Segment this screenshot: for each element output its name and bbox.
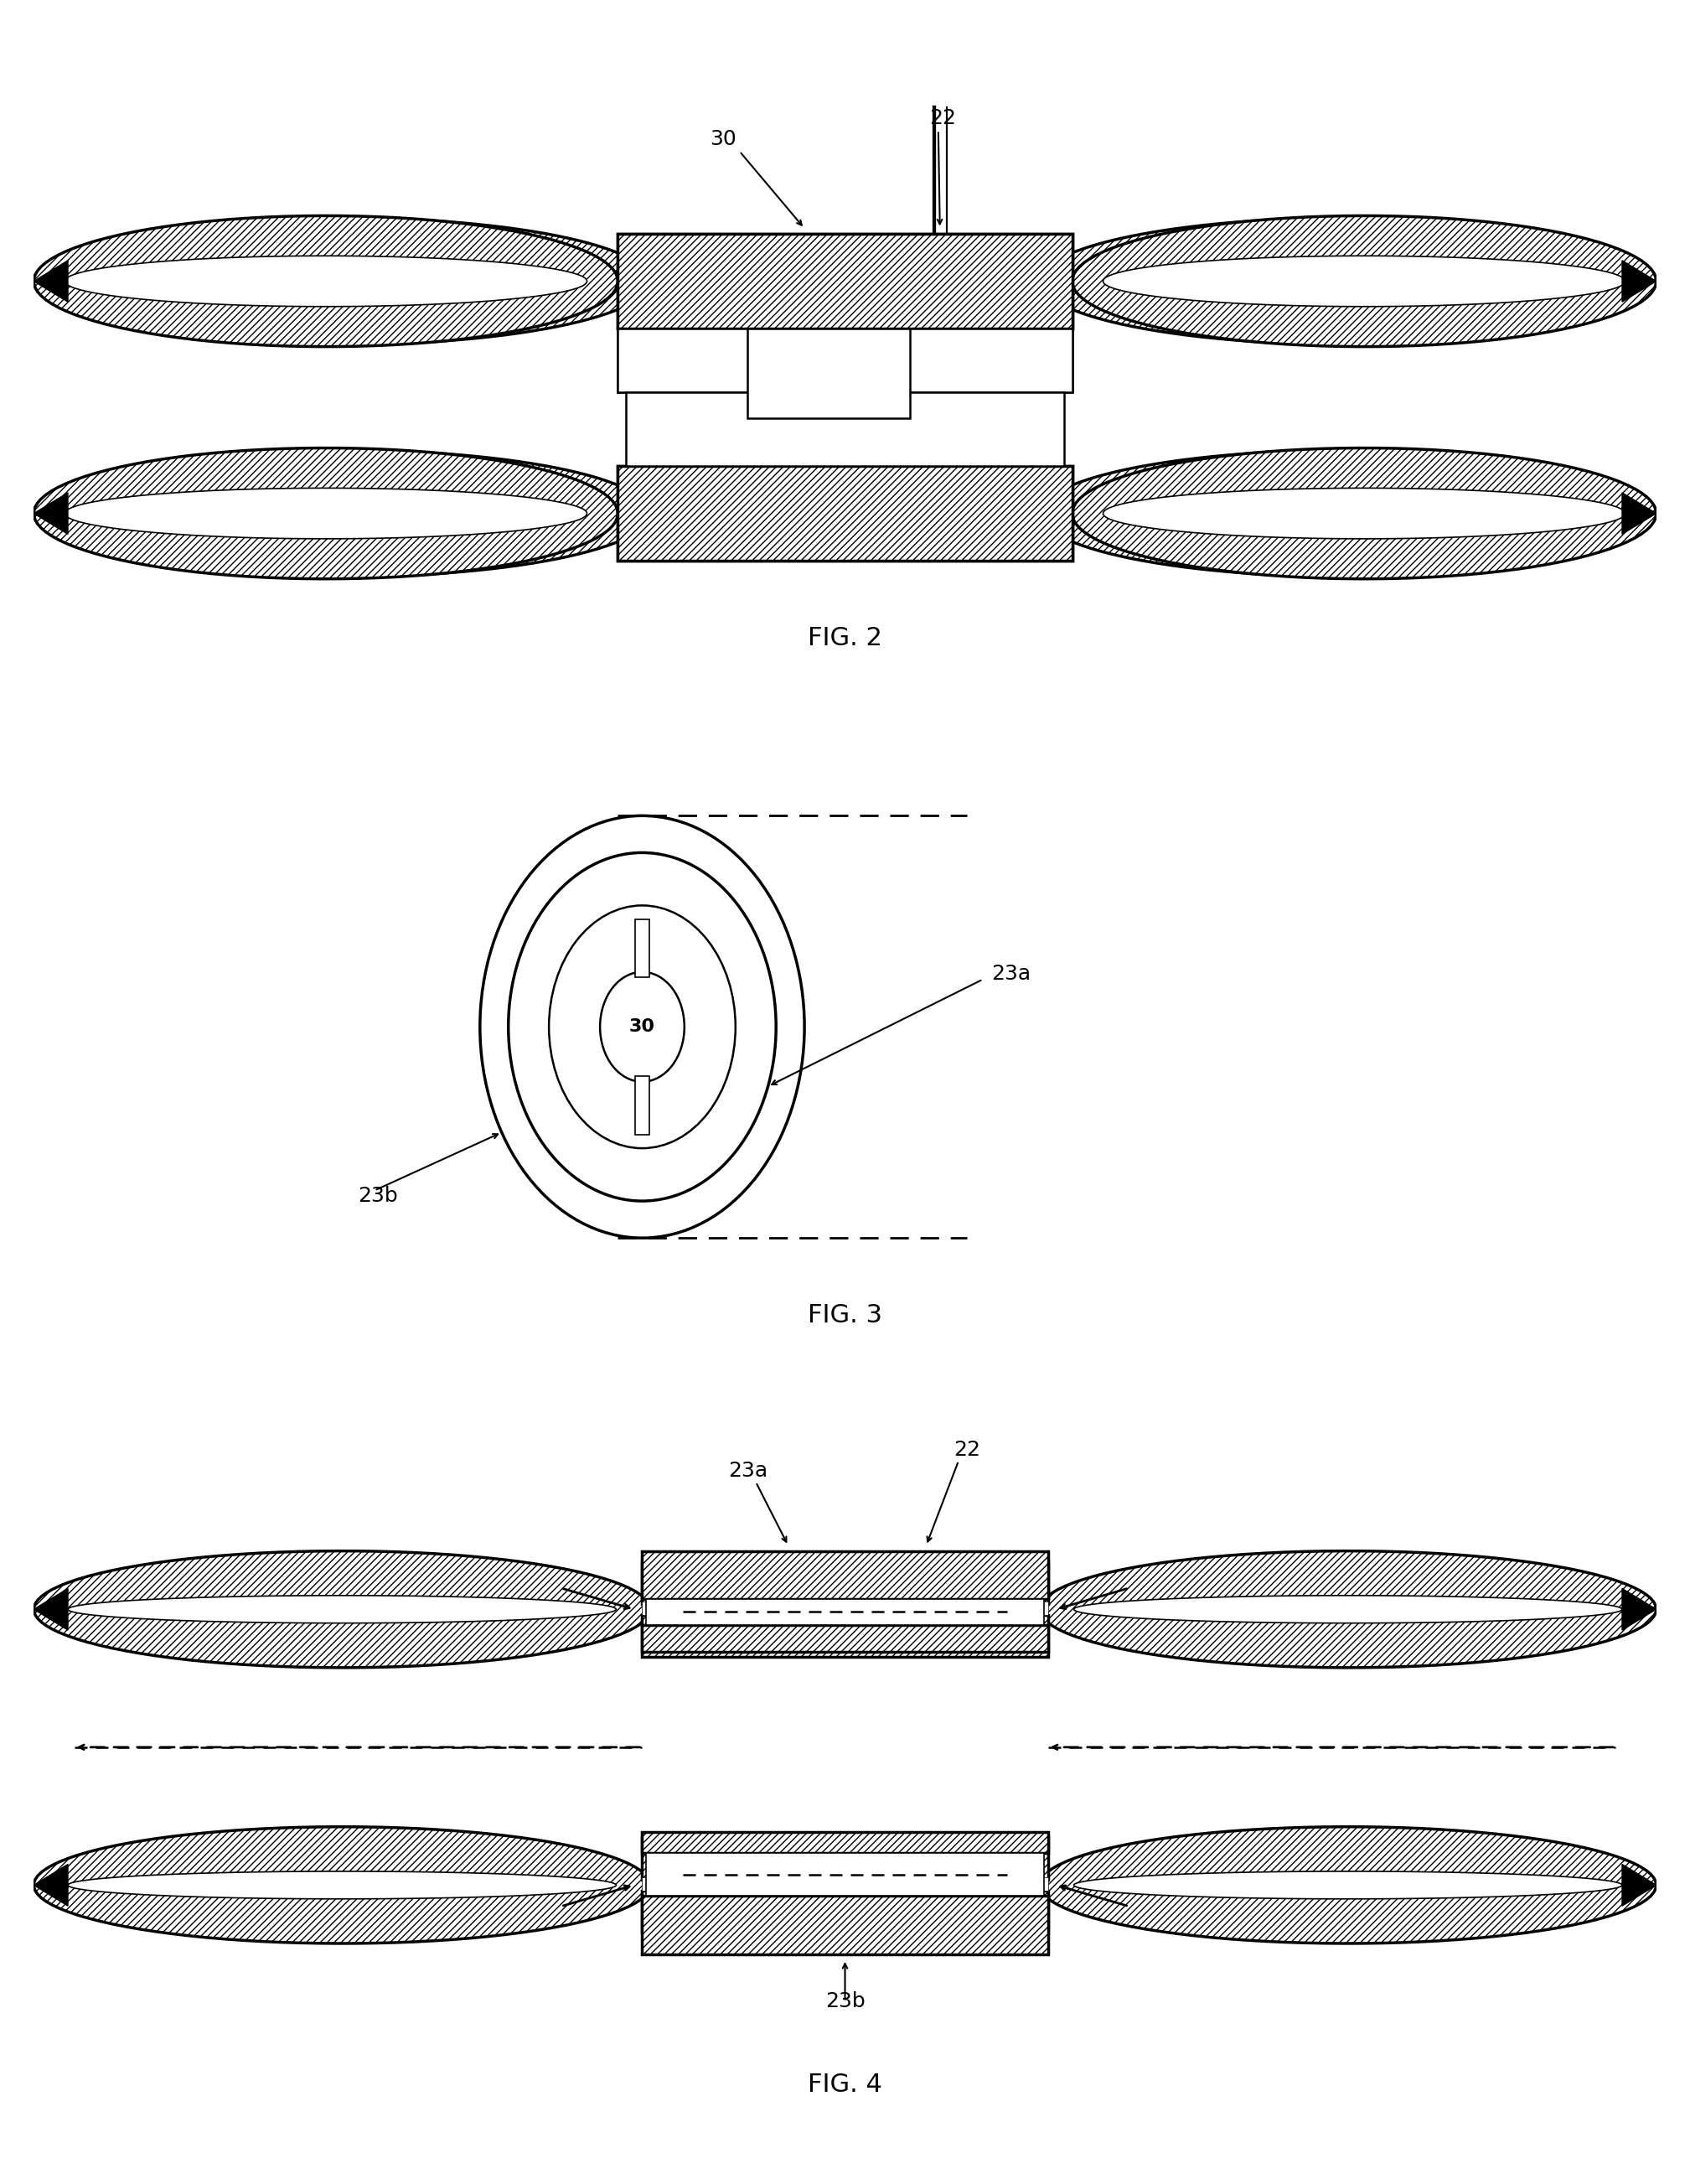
Bar bbox=[642, 1878, 1048, 1891]
Polygon shape bbox=[1622, 1865, 1656, 1907]
Polygon shape bbox=[1071, 448, 1656, 579]
Bar bbox=[646, 1854, 1044, 1896]
Polygon shape bbox=[1039, 218, 1656, 345]
Polygon shape bbox=[34, 260, 68, 301]
Bar bbox=[642, 1614, 1048, 1658]
Bar bbox=[619, 465, 1071, 561]
Bar bbox=[619, 234, 1071, 328]
Text: FIG. 3: FIG. 3 bbox=[808, 1304, 882, 1328]
Text: 23a: 23a bbox=[728, 1461, 767, 1481]
Polygon shape bbox=[34, 218, 651, 345]
Circle shape bbox=[549, 906, 735, 1149]
Polygon shape bbox=[1071, 216, 1656, 347]
Circle shape bbox=[509, 852, 776, 1201]
Polygon shape bbox=[34, 448, 619, 579]
Bar bbox=[642, 1551, 1048, 1599]
Text: 30: 30 bbox=[629, 1018, 656, 1035]
Polygon shape bbox=[68, 1872, 617, 1898]
Polygon shape bbox=[34, 1551, 651, 1669]
Polygon shape bbox=[34, 494, 68, 535]
Text: 22: 22 bbox=[953, 1439, 980, 1459]
Polygon shape bbox=[1104, 487, 1626, 539]
Polygon shape bbox=[64, 487, 586, 539]
Bar bbox=[619, 234, 1071, 328]
Polygon shape bbox=[64, 256, 586, 306]
Polygon shape bbox=[1073, 1597, 1622, 1623]
Bar bbox=[642, 1837, 1048, 1880]
Bar bbox=[619, 328, 1071, 393]
Text: 23b: 23b bbox=[358, 1186, 399, 1206]
Bar bbox=[625, 393, 1065, 465]
Polygon shape bbox=[1622, 494, 1656, 535]
Polygon shape bbox=[1039, 1551, 1656, 1669]
Bar bbox=[630, 397, 1060, 465]
Bar bbox=[619, 328, 1071, 393]
Polygon shape bbox=[1622, 1588, 1656, 1629]
Bar bbox=[635, 1077, 649, 1133]
Polygon shape bbox=[1073, 1872, 1622, 1898]
Polygon shape bbox=[34, 216, 619, 347]
Polygon shape bbox=[1622, 260, 1656, 301]
Bar bbox=[642, 1625, 1048, 1651]
Text: FIG. 4: FIG. 4 bbox=[808, 2073, 882, 2097]
Bar bbox=[642, 1562, 1048, 1603]
Polygon shape bbox=[1039, 1826, 1656, 1944]
Bar bbox=[642, 1832, 1048, 1854]
Polygon shape bbox=[34, 1865, 68, 1907]
Bar bbox=[635, 919, 649, 976]
Polygon shape bbox=[1039, 450, 1656, 577]
Text: 23a: 23a bbox=[990, 963, 1031, 985]
Bar bbox=[642, 1601, 1048, 1614]
Bar bbox=[747, 328, 909, 419]
Polygon shape bbox=[1104, 256, 1626, 306]
Polygon shape bbox=[68, 1597, 617, 1623]
Text: 23b: 23b bbox=[825, 1992, 865, 2011]
Polygon shape bbox=[34, 1588, 68, 1629]
Bar bbox=[619, 465, 1071, 561]
Text: FIG. 2: FIG. 2 bbox=[808, 627, 882, 651]
Bar bbox=[747, 328, 909, 419]
Polygon shape bbox=[34, 450, 651, 577]
Bar bbox=[642, 1896, 1048, 1955]
Text: 30: 30 bbox=[710, 129, 737, 149]
Circle shape bbox=[480, 817, 804, 1238]
Bar bbox=[646, 1599, 1044, 1625]
Polygon shape bbox=[34, 1826, 651, 1944]
Text: 22: 22 bbox=[930, 107, 957, 129]
Bar bbox=[642, 1891, 1048, 1933]
Circle shape bbox=[600, 972, 684, 1081]
